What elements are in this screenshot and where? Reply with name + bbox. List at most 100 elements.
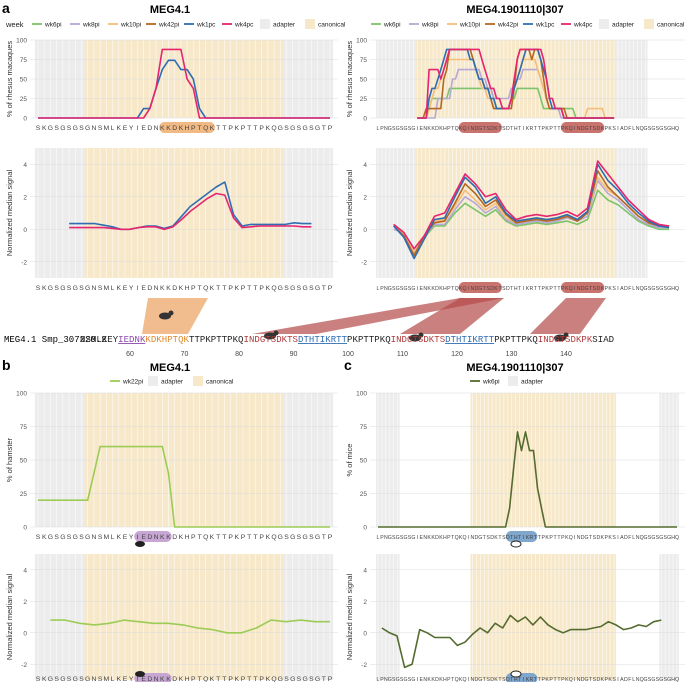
x-tick-label: E: [123, 676, 128, 682]
x-tick-label: I: [417, 126, 418, 132]
x-tick-label: G: [60, 125, 65, 132]
mouse-icon: [510, 540, 522, 548]
x-tick-label: S: [656, 286, 660, 292]
x-tick-label: G: [404, 286, 408, 292]
x-tick-label: N: [471, 286, 475, 292]
y-tick-label: 4: [363, 567, 367, 574]
legend-label-wk8pi: wk8pi: [82, 22, 100, 29]
x-tick-label: N: [577, 677, 581, 682]
x-tick-label: I: [468, 677, 469, 682]
alignment-residue: D: [151, 335, 156, 345]
x-tick-label: K: [210, 676, 215, 682]
x-tick-label: K: [160, 285, 165, 292]
x-tick-label: I: [617, 126, 618, 132]
x-tick-label: S: [612, 677, 616, 682]
alignment-residue: E: [124, 335, 129, 345]
x-tick-label: T: [253, 125, 257, 132]
x-tick-label: S: [284, 125, 289, 132]
alignment-residue: K: [380, 335, 386, 345]
x-tick-label: H: [514, 126, 518, 132]
x-tick-label: E: [420, 126, 424, 132]
x-tick-label: L: [632, 535, 635, 541]
alignment-residue: T: [287, 335, 293, 345]
x-tick-label: G: [396, 126, 400, 132]
alignment-tick: 140: [560, 351, 572, 358]
monkey-icon: [409, 334, 421, 342]
monkey-icon: [168, 310, 174, 316]
x-tick-label: P: [191, 676, 196, 682]
y-tick-label: 0: [363, 227, 367, 234]
alignment-residue: K: [156, 335, 162, 345]
x-tick-label: L: [111, 285, 115, 292]
x-tick-label: H: [671, 677, 675, 682]
legend-swatch-adapter: [599, 19, 609, 29]
alignment-residue: Q: [238, 335, 243, 345]
legend-label-wk10pi: wk10pi: [459, 22, 480, 29]
x-tick-label: K: [116, 676, 121, 682]
alignment-residue: T: [462, 335, 468, 345]
alignment-residue: M: [91, 335, 96, 345]
x-tick-label: G: [278, 125, 283, 132]
x-tick-label: G: [290, 125, 295, 132]
x-tick-label: G: [411, 677, 415, 682]
legend-label-wk1pc: wk1pc: [196, 22, 216, 29]
x-tick-label: S: [656, 677, 660, 682]
x-tick-label: D: [596, 677, 600, 682]
legend-label-adapter: adapter: [161, 379, 184, 386]
series-line-wk4pc: [393, 160, 670, 250]
x-tick-label: K: [210, 285, 215, 292]
alignment-residue: S: [271, 335, 276, 345]
x-tick-label: G: [278, 285, 283, 292]
hamster-icon: [135, 541, 145, 547]
x-tick-label: T: [557, 677, 561, 682]
x-tick-label: Q: [463, 286, 467, 292]
x-tick-label: K: [235, 676, 240, 682]
x-tick-label: L: [632, 286, 635, 292]
x-tick-label: G: [388, 677, 392, 682]
alignment-residue: P: [505, 335, 510, 345]
series-line-wk8pi: [393, 179, 670, 255]
x-tick-label: D: [581, 677, 585, 682]
x-tick-label: F: [628, 677, 631, 682]
x-tick-label: P: [561, 677, 565, 682]
x-tick-label: D: [435, 126, 439, 132]
alignment-residue: T: [483, 335, 489, 345]
x-tick-label: M: [104, 676, 110, 682]
x-tick-label: G: [303, 676, 308, 682]
alignment-residue: D: [129, 335, 134, 345]
alignment-residue: P: [521, 335, 526, 345]
x-tick-label: K: [545, 535, 549, 541]
x-tick-label: Q: [455, 677, 459, 682]
x-tick-label: T: [222, 676, 226, 682]
alignment-connectors: [142, 298, 606, 342]
x-tick-label: N: [91, 285, 96, 292]
x-tick-label: S: [502, 286, 506, 292]
x-tick-label: T: [538, 535, 542, 541]
alignment-residue: I: [118, 335, 123, 345]
alignment-residue: D: [298, 335, 303, 345]
x-tick-label: A: [620, 286, 624, 292]
x-tick-label: P: [228, 534, 233, 541]
x-tick-label: T: [216, 125, 220, 132]
alignment-sequence-text: NSMLKEYIEDNKKDKHPTQKTTPKPTTPKQINDGTSDKTS…: [80, 335, 614, 345]
legend-label-wk1pc: wk1pc: [535, 22, 555, 29]
x-tick-label: D: [147, 125, 152, 132]
alignment-residue: N: [396, 335, 401, 345]
x-tick-label: K: [235, 285, 240, 292]
x-tick-label: L: [111, 676, 115, 682]
x-tick-label: K: [427, 286, 431, 292]
sequence-highlight: [458, 122, 502, 133]
x-tick-label: T: [557, 126, 561, 132]
x-tick-label: K: [160, 534, 165, 541]
x-tick-label: S: [297, 534, 302, 541]
x-tick-label: S: [284, 676, 289, 682]
x-tick-label: Q: [271, 676, 276, 682]
x-tick-label: K: [210, 534, 215, 541]
x-tick-label: G: [278, 534, 283, 541]
x-tick-label: I: [523, 677, 524, 682]
x-tick-label: K: [166, 285, 171, 292]
x-tick-label: S: [502, 535, 506, 541]
x-tick-label: H: [671, 535, 675, 541]
adapter-band: [376, 554, 400, 680]
x-tick-label: S: [297, 125, 302, 132]
